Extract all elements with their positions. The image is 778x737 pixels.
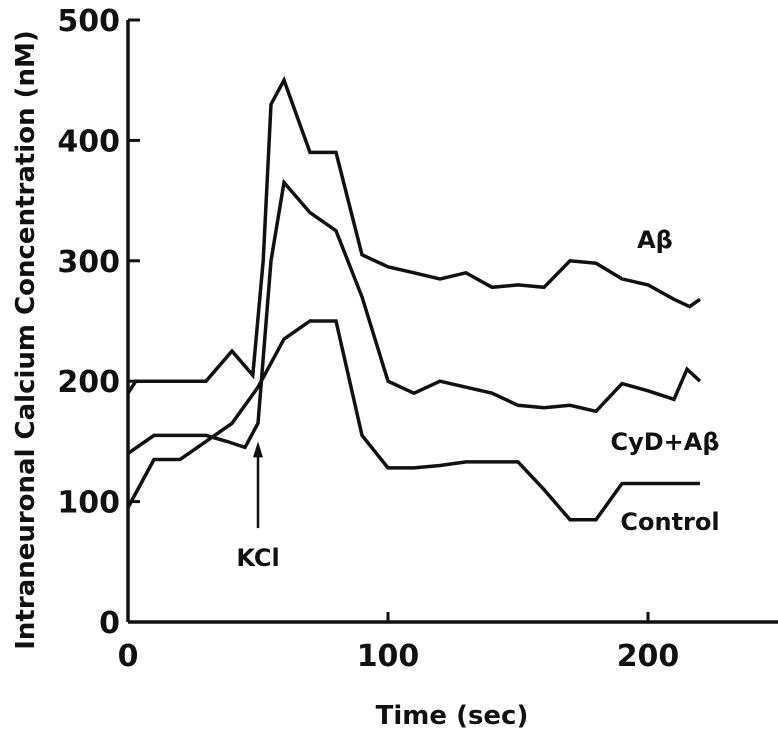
- x-tick-label-0: 0: [118, 639, 139, 674]
- y-axis-label: Intraneuronal Calcium Concentration (nM): [11, 30, 41, 650]
- tick-group: 0 100 200 300 400 500 0 100 200: [57, 4, 679, 674]
- series-label-cyda: CyD+Aβ: [610, 428, 719, 456]
- series-label-a: Aβ: [637, 226, 673, 254]
- series-labels: Aβ CyD+Aβ Control: [610, 226, 719, 536]
- kcl-arrow-head: [253, 441, 263, 458]
- series-line-a: [126, 75, 702, 395]
- x-tick-label-100: 100: [357, 639, 420, 674]
- y-tick-label-500: 500: [57, 4, 120, 39]
- y-tick-label-200: 200: [57, 365, 120, 400]
- y-tick-label-100: 100: [57, 486, 120, 521]
- annotations: KCl: [236, 441, 280, 572]
- x-axis-label: Time (sec): [376, 701, 529, 731]
- y-tick-label-0: 0: [99, 606, 120, 641]
- y-tick-label-400: 400: [57, 124, 120, 159]
- series-label-control: Control: [620, 508, 719, 536]
- series-line-cyda: [127, 178, 702, 455]
- series-lines: [126, 75, 702, 522]
- x-tick-label-200: 200: [617, 639, 680, 674]
- series-line-control: [126, 319, 700, 522]
- y-tick-label-300: 300: [57, 245, 120, 280]
- kcl-annotation-label: KCl: [236, 544, 279, 572]
